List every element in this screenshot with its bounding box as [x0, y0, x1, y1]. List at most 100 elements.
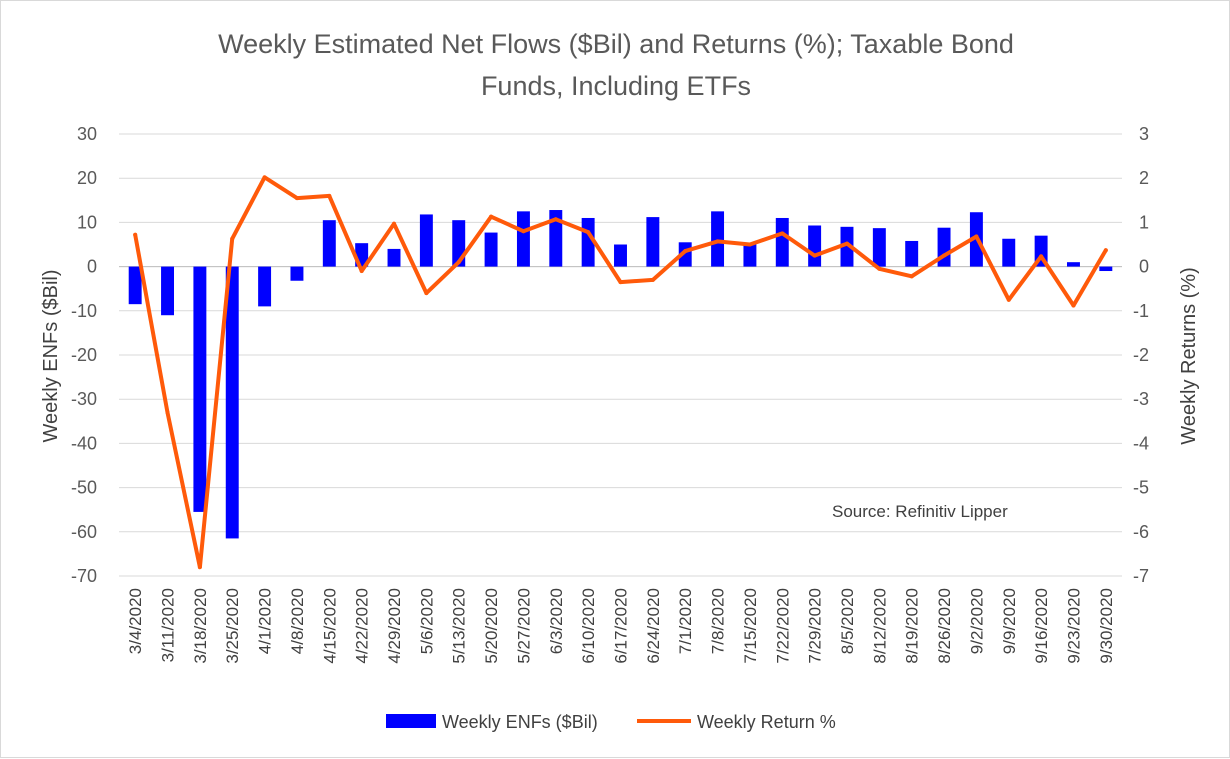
return-point-8-19-2020: [909, 274, 914, 279]
x-tick-label: 7/22/2020: [773, 588, 792, 664]
return-point-7-29-2020: [812, 253, 817, 258]
bar-series: [128, 210, 1113, 539]
x-tick-label: 3/11/2020: [159, 588, 178, 662]
right-axis-title: Weekly Returns (%): [1178, 267, 1200, 444]
legend: Weekly ENFs ($Bil) Weekly Return %: [386, 712, 836, 732]
bar-9-9-2020: [1002, 238, 1016, 267]
return-point-9-23-2020: [1071, 303, 1076, 308]
y-tick-label: 30: [77, 124, 97, 144]
return-point-6-10-2020: [586, 230, 591, 235]
x-axis-ticks: 3/4/2020 3/11/2020 3/18/2020 3/25/2020 4/1/2…: [126, 588, 1116, 664]
x-tick-label: 3/18/2020: [191, 588, 210, 664]
bar-5-27-2020: [516, 211, 530, 267]
return-point-4-29-2020: [392, 221, 397, 226]
y2-tick-label: -3: [1133, 389, 1149, 409]
source-note: Source: Refinitiv Lipper: [832, 502, 1008, 521]
y-tick-label: -70: [71, 566, 97, 586]
bar-6-17-2020: [614, 244, 627, 267]
x-tick-label: 6/3/2020: [547, 588, 566, 654]
return-point-4-15-2020: [327, 193, 332, 198]
bar-7-8-2020: [711, 211, 725, 267]
return-point-7-22-2020: [780, 231, 785, 236]
chart-title-line-2: Funds, Including ETFs: [481, 71, 751, 101]
x-tick-label: 8/26/2020: [935, 588, 954, 664]
bar-4-8-2020: [290, 266, 304, 281]
y2-tick-label: -7: [1133, 566, 1149, 586]
return-point-7-8-2020: [715, 239, 720, 244]
bar-8-5-2020: [840, 226, 854, 267]
y-tick-label: -50: [71, 478, 97, 498]
return-point-9-2-2020: [974, 234, 979, 239]
return-point-3-18-2020: [197, 565, 202, 570]
y2-tick-label: 0: [1139, 257, 1149, 277]
x-tick-label: 8/19/2020: [903, 588, 922, 664]
bar-3-4-2020: [128, 266, 142, 305]
return-point-9-30-2020: [1103, 248, 1108, 253]
return-point-8-26-2020: [942, 253, 947, 258]
x-tick-label: 6/10/2020: [579, 588, 598, 664]
return-point-4-22-2020: [359, 269, 364, 274]
left-axis-ticks: 30 20 10 0 -10 -20 -30 -40 -50 -60 -70: [71, 124, 97, 586]
x-tick-label: 5/13/2020: [450, 588, 469, 664]
x-tick-label: 9/23/2020: [1065, 588, 1084, 664]
return-point-3-25-2020: [230, 236, 235, 241]
return-point-3-4-2020: [133, 232, 138, 237]
y-tick-label: -10: [71, 301, 97, 321]
right-axis-ticks: 3 2 1 0 -1 -2 -3 -4 -5 -6 -7: [1133, 124, 1149, 586]
return-point-9-16-2020: [1039, 254, 1044, 259]
return-point-8-5-2020: [844, 241, 849, 246]
y-tick-label: 10: [77, 212, 97, 232]
bar-8-19-2020: [905, 240, 919, 267]
x-tick-label: 9/30/2020: [1097, 588, 1116, 664]
y-tick-label: 0: [87, 257, 97, 277]
return-point-6-24-2020: [650, 277, 655, 282]
x-tick-label: 5/6/2020: [417, 588, 436, 654]
x-tick-label: 3/25/2020: [223, 588, 242, 664]
x-tick-label: 8/12/2020: [870, 588, 889, 664]
bar-9-23-2020: [1066, 262, 1080, 267]
left-axis-title: Weekly ENFs ($Bil): [40, 270, 62, 443]
return-point-7-15-2020: [747, 242, 752, 247]
bar-5-6-2020: [419, 214, 433, 267]
return-point-5-13-2020: [456, 260, 461, 265]
y2-tick-label: 3: [1139, 124, 1149, 144]
x-tick-label: 4/8/2020: [288, 588, 307, 654]
bar-7-22-2020: [775, 217, 789, 267]
y2-tick-label: -1: [1133, 301, 1149, 321]
chart-title-line-1: Weekly Estimated Net Flows ($Bil) and Re…: [218, 29, 1014, 59]
x-tick-label: 6/24/2020: [644, 588, 663, 664]
x-tick-label: 4/29/2020: [385, 588, 404, 664]
x-tick-label: 8/5/2020: [838, 588, 857, 654]
bar-5-20-2020: [484, 232, 498, 267]
bar-4-15-2020: [322, 220, 336, 267]
y2-tick-label: -5: [1133, 478, 1149, 498]
y-tick-label: -30: [71, 389, 97, 409]
bar-8-12-2020: [872, 228, 886, 267]
y2-tick-label: 1: [1139, 212, 1149, 232]
bar-7-29-2020: [808, 225, 822, 267]
return-point-5-20-2020: [489, 214, 494, 219]
legend-swatch-enfs: [386, 714, 436, 728]
x-tick-label: 7/8/2020: [709, 588, 728, 654]
return-point-6-3-2020: [553, 217, 558, 222]
y2-tick-label: -4: [1133, 433, 1149, 453]
bar-7-15-2020: [743, 244, 757, 267]
return-point-3-11-2020: [165, 410, 170, 415]
y2-tick-label: -6: [1133, 522, 1149, 542]
bar-6-24-2020: [646, 217, 660, 267]
x-tick-label: 9/9/2020: [1000, 588, 1019, 654]
return-point-8-12-2020: [877, 266, 882, 271]
return-point-5-6-2020: [424, 291, 429, 296]
bar-3-11-2020: [161, 266, 175, 316]
return-point-6-17-2020: [618, 280, 623, 285]
bar-4-1-2020: [258, 266, 272, 307]
y-tick-label: -60: [71, 522, 97, 542]
x-tick-label: 9/2/2020: [967, 588, 986, 654]
y-tick-label: 20: [77, 168, 97, 188]
bar-3-25-2020: [225, 266, 239, 539]
return-point-4-1-2020: [262, 175, 267, 180]
x-tick-label: 3/4/2020: [126, 588, 145, 654]
bar-3-18-2020: [193, 266, 207, 512]
